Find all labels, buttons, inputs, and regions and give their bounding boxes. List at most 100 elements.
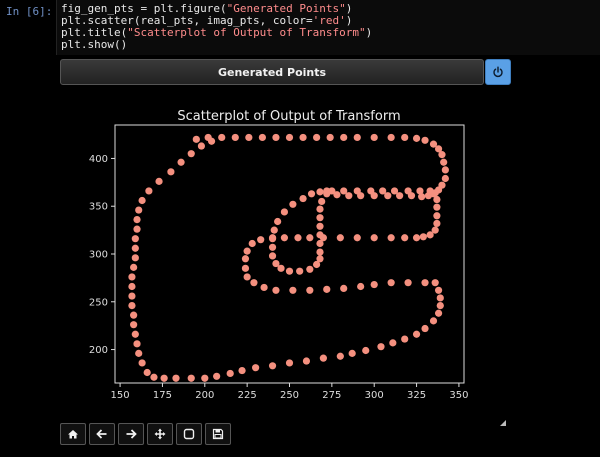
scatter-point [135, 206, 143, 214]
scatter-point [328, 187, 336, 195]
scatter-point [226, 369, 234, 378]
scatter-point [280, 208, 289, 216]
scatter-point [245, 133, 253, 142]
scatter-point [306, 286, 314, 294]
scatter-point [306, 234, 314, 242]
scatter-point [412, 134, 421, 142]
scatter-point [160, 374, 168, 382]
scatter-point [272, 286, 280, 294]
scatter-point [248, 239, 256, 248]
scatter-point [241, 264, 250, 272]
scatter-point [187, 150, 195, 158]
scatter-point [296, 267, 304, 275]
scatter-point [143, 368, 151, 377]
scatter-point [316, 248, 324, 256]
scatter-point [131, 254, 139, 262]
scatter-point [133, 340, 141, 348]
scatter-point [177, 158, 185, 166]
code-cell[interactable]: fig_gen_pts = plt.figure("Generated Poin… [56, 0, 600, 55]
scatter-point [128, 282, 136, 291]
figure-canvas[interactable]: Scatterplot of Output of Transform 150 17… [60, 85, 510, 420]
resize-handle[interactable] [500, 411, 506, 426]
scatter-point [431, 226, 439, 234]
scatter-point [353, 133, 361, 142]
back-button[interactable] [89, 423, 115, 445]
scatter-point [370, 234, 378, 242]
scatter-point [396, 192, 404, 200]
scatter-point [307, 190, 316, 198]
scatter-point [421, 136, 429, 144]
scatter-point [131, 330, 139, 338]
scatter-point [285, 133, 294, 142]
scatter-point [238, 366, 246, 375]
scatter-point [218, 133, 226, 142]
scatter-point [252, 364, 260, 372]
scatter-point [289, 286, 297, 294]
scatter-point [370, 280, 378, 289]
scatter-point [243, 273, 251, 281]
home-button[interactable] [60, 423, 86, 445]
save-button[interactable] [205, 423, 231, 445]
close-figure-button[interactable] [485, 59, 511, 85]
figure-toolbar [60, 423, 231, 445]
x-tick-label: 250 [280, 390, 299, 401]
scatter-point [357, 282, 365, 291]
scatter-point [313, 133, 321, 142]
scatter-point [404, 187, 412, 195]
scatter-point [272, 259, 280, 268]
scatter-point [285, 267, 294, 275]
scatter-point [192, 135, 200, 143]
scatter-point [390, 187, 399, 195]
save-icon [212, 425, 224, 444]
figure-title-bar: Generated Points [60, 59, 484, 85]
scatter-point [431, 189, 439, 197]
scatter-point [172, 374, 180, 382]
code-line-4: plt.show() [61, 38, 128, 51]
scatter-point [379, 187, 387, 195]
scatter-point [404, 279, 412, 287]
scatter-point [277, 264, 285, 272]
y-tick-label: 300 [89, 250, 108, 261]
scatter-point [340, 284, 348, 292]
scatter-point [128, 302, 136, 310]
scatter-point [207, 137, 216, 145]
figure-title: Generated Points [217, 65, 327, 79]
scatter-point [433, 203, 441, 211]
zoom-rect-icon [183, 425, 195, 444]
scatter-point [387, 133, 395, 142]
scatter-points [128, 133, 449, 382]
scatter-point [345, 192, 353, 200]
scatter-point [421, 324, 429, 333]
scatter-point [319, 354, 327, 362]
code-line-3: plt.title("Scatterplot of Output of Tran… [61, 26, 373, 39]
forward-arrow-icon [125, 425, 137, 444]
scatter-point [299, 133, 307, 142]
scatter-point [243, 247, 251, 255]
scatter-point [370, 133, 378, 142]
pan-button[interactable] [147, 423, 173, 445]
back-arrow-icon [96, 425, 108, 444]
y-tick-label: 200 [89, 345, 108, 356]
scatter-point [260, 283, 268, 292]
zoom-button[interactable] [176, 423, 202, 445]
scatter-point [138, 359, 146, 367]
y-tick-label: 250 [89, 297, 108, 308]
power-icon [492, 63, 504, 82]
scatter-point [258, 133, 266, 142]
scatter-point [318, 197, 326, 206]
scatter-point [433, 195, 441, 204]
scatter-point [241, 255, 250, 263]
scatter-point [268, 252, 277, 260]
x-tick-label: 350 [449, 390, 468, 401]
scatter-point [433, 212, 441, 220]
scatter-point [362, 346, 370, 355]
scatter-point [387, 234, 395, 242]
scatter-point [438, 151, 446, 159]
scatter-point [316, 222, 324, 230]
scatter-point [353, 234, 361, 242]
forward-button[interactable] [118, 423, 144, 445]
scatter-point [268, 234, 277, 242]
scatter-point [367, 187, 375, 195]
scatter-point [441, 174, 449, 183]
scatter-point [401, 335, 409, 343]
